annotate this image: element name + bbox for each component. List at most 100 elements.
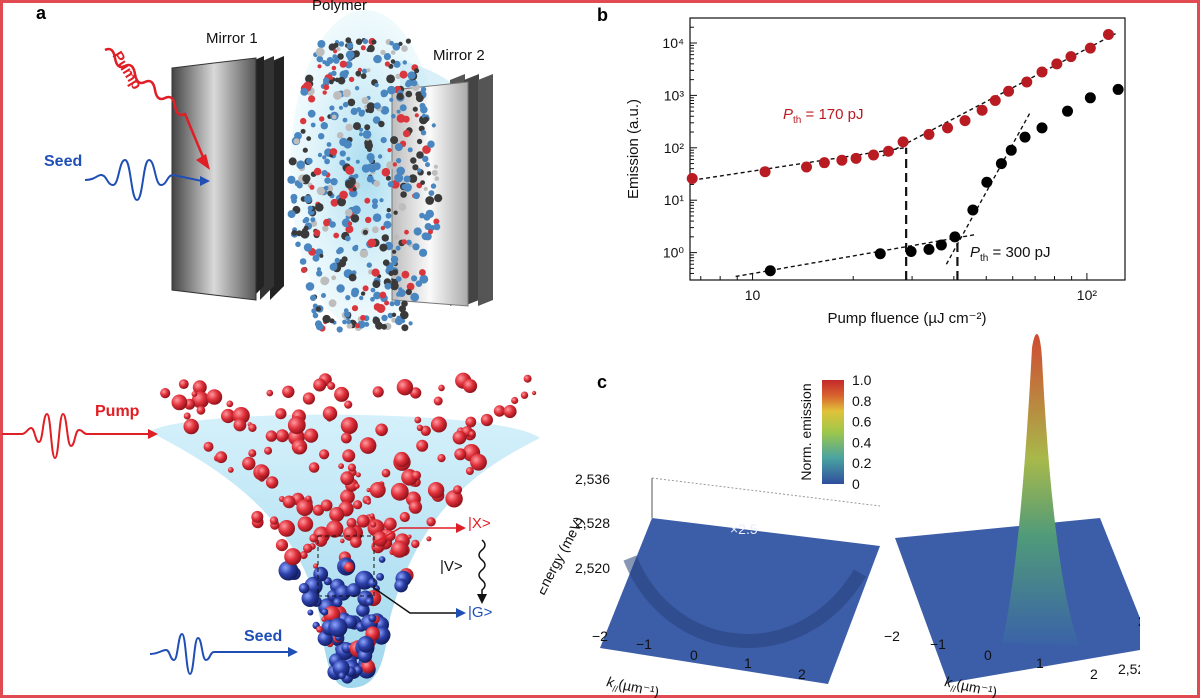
polymer-molecule — [326, 57, 334, 64]
polymer-molecule — [337, 197, 346, 207]
excited-molecule — [399, 511, 410, 523]
excited-molecule — [353, 500, 363, 510]
polymer-molecule — [401, 45, 408, 52]
excited-molecule — [433, 396, 443, 406]
polymer-molecule — [433, 223, 441, 231]
excited-molecule — [297, 516, 314, 532]
polymer-molecule — [362, 229, 368, 235]
excited-molecule — [303, 543, 313, 553]
ground-state-molecule — [378, 556, 386, 563]
ground-state-molecule — [307, 609, 314, 616]
data-point-red — [989, 94, 1001, 106]
excited-molecule — [361, 659, 376, 674]
ground-state-molecule — [368, 614, 377, 623]
polymer-molecule — [344, 235, 351, 242]
polymer-molecule — [315, 306, 322, 312]
polymer-molecule — [394, 143, 403, 152]
vibrational-relaxation — [478, 539, 486, 596]
polymer-molecule — [365, 216, 372, 224]
polymer-molecule — [338, 41, 345, 47]
polymer-molecule — [322, 225, 329, 232]
polymer-molecule — [336, 47, 341, 52]
polymer-molecule — [366, 68, 371, 73]
polymer-molecule — [390, 255, 399, 264]
polymer-molecule — [396, 276, 402, 282]
excited-molecule — [369, 513, 375, 519]
excited-molecule — [242, 456, 256, 471]
excited-molecule — [178, 379, 189, 389]
polymer-molecule — [375, 321, 382, 327]
polymer-molecule — [393, 234, 400, 241]
excited-molecule — [313, 378, 327, 392]
data-point-red — [942, 122, 954, 134]
polymer-molecule — [313, 167, 322, 176]
molecule-balls — [160, 372, 537, 684]
polymer-molecule — [403, 175, 411, 183]
mirror-1-label: Mirror 1 — [206, 30, 258, 47]
polymer-molecule — [345, 179, 354, 189]
data-point-black — [874, 248, 886, 260]
excited-molecule — [302, 392, 315, 405]
polymer-molecule — [346, 42, 354, 49]
x-tick-label: 10² — [1077, 287, 1098, 303]
polymer-molecule — [425, 196, 435, 205]
threshold-black-subscript: th — [980, 253, 988, 264]
polymer-molecule — [366, 163, 374, 171]
polymer-molecule — [399, 70, 408, 79]
excited-molecule — [264, 446, 273, 455]
excited-molecule — [342, 449, 356, 463]
polymer-molecule — [331, 70, 337, 77]
polymer-molecule — [406, 239, 412, 246]
polymer-molecule — [355, 323, 360, 329]
data-point-red — [1021, 76, 1033, 88]
y-tick-label: 10¹ — [664, 192, 685, 208]
data-point-black — [1036, 122, 1048, 134]
excited-molecule — [356, 514, 370, 528]
excited-molecule — [437, 454, 446, 463]
excited-molecule — [221, 408, 236, 424]
data-point-red — [818, 157, 830, 169]
polymer-molecule — [351, 305, 359, 312]
polymer-molecule — [342, 89, 351, 98]
data-point-red — [959, 115, 971, 127]
excited-molecule — [511, 396, 519, 405]
polymer-molecule — [402, 60, 407, 65]
excited-molecule — [265, 430, 278, 442]
polymer-molecule — [362, 68, 368, 74]
polymer-molecule — [381, 234, 389, 242]
colorbar-label: Norm. emission — [798, 383, 814, 480]
polymer-molecule — [372, 280, 381, 289]
polymer-molecule — [339, 159, 346, 166]
polymer-molecule — [373, 291, 381, 300]
polymer-molecule — [402, 129, 411, 138]
polymer-molecule — [422, 145, 431, 154]
polymer-molecule — [334, 77, 340, 83]
polymer-molecule — [336, 132, 344, 139]
polymer-molecule — [431, 123, 436, 128]
polymer-molecule — [315, 47, 325, 57]
polymer-molecule — [412, 192, 420, 200]
polymer-molecule — [287, 210, 296, 219]
polymer-molecule — [428, 190, 435, 197]
polymer-molecule — [398, 287, 403, 292]
y-tick-label: 10⁰ — [663, 245, 685, 261]
polymer-molecule — [360, 109, 366, 115]
excited-molecule — [340, 417, 358, 435]
polymer-molecule — [333, 232, 340, 239]
surface-left — [600, 518, 880, 684]
energy-tick-right: 2,520 — [1118, 661, 1140, 677]
polymer-molecule — [412, 106, 418, 112]
polymer-molecule — [414, 113, 419, 118]
excited-molecule — [275, 408, 287, 420]
ground-state-molecule — [298, 583, 310, 594]
excited-molecule — [282, 385, 295, 398]
ground-state-molecule — [334, 584, 351, 601]
polymer-molecule — [320, 276, 330, 286]
polymer-molecule — [425, 162, 430, 168]
excited-molecule — [203, 441, 214, 452]
energy-tick-left: 2,528 — [575, 515, 610, 531]
excited-molecule — [282, 495, 296, 509]
polymer-molecule — [329, 148, 338, 156]
polymer-molecule — [347, 98, 356, 107]
polymer-molecule — [307, 109, 316, 118]
